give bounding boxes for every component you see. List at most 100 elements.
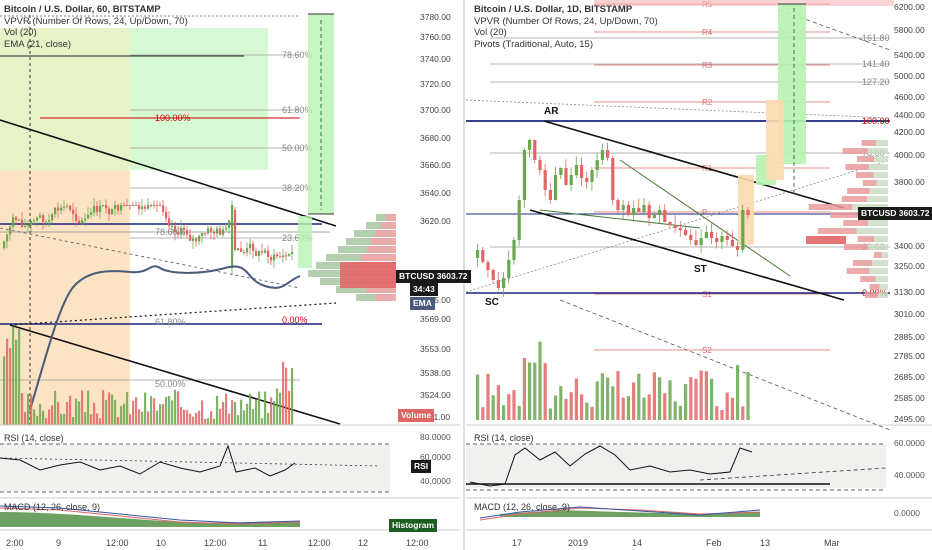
left-ema-line: [29, 265, 301, 411]
left-candle: [120, 205, 123, 211]
right-volume-bar: [590, 406, 594, 420]
left-volume-bar: [51, 405, 54, 425]
right-vpvr-bar: [830, 212, 862, 218]
right-volume-bar: [746, 371, 750, 420]
left-macd-signal: [0, 507, 301, 525]
right-volume-bar: [694, 378, 698, 420]
right-pattern-label: AR: [544, 106, 559, 117]
left-indicator-ema[interactable]: EMA (21, close): [4, 38, 72, 50]
left-candle: [183, 227, 186, 231]
left-volume-bar: [204, 418, 207, 425]
left-volume-bar: [90, 414, 93, 425]
right-chart-title[interactable]: Bitcoin / U.S. Dollar, 1D, BITSTAMP: [474, 4, 633, 15]
right-price-tick: 2585.00: [894, 393, 925, 403]
right-vpvr-bar: [841, 196, 868, 202]
right-vpvr-bar: [817, 228, 857, 234]
right-price-value: 3603.72: [898, 208, 930, 218]
right-vpvr-bar: [873, 172, 888, 178]
left-macd-title[interactable]: MACD (12, 26, close, 9): [4, 502, 101, 512]
left-volume-bar: [177, 391, 180, 425]
left-candle: [93, 205, 96, 213]
right-vpvr-bar: [852, 260, 873, 266]
left-volume-bar: [18, 329, 21, 425]
left-volume-bar: [147, 411, 150, 425]
left-fib-label: 50.00%: [282, 143, 313, 153]
left-candle: [108, 208, 111, 215]
right-time-tick: 17: [512, 538, 522, 548]
left-candle: [180, 227, 183, 235]
left-fib-label: 38.20%: [282, 183, 313, 193]
right-vpvr-bar: [846, 268, 870, 274]
right-candle: [486, 262, 490, 270]
right-vpvr-bar: [877, 292, 888, 298]
right-chart-legend: Bitcoin / U.S. Dollar, 1D, BITSTAMP VPVR…: [474, 4, 658, 50]
left-volume-bar: [141, 411, 144, 425]
left-candle: [33, 220, 36, 222]
left-candle: [144, 206, 147, 209]
left-candle: [156, 205, 159, 206]
right-vpvr-bar: [874, 236, 888, 242]
right-candle: [554, 175, 558, 200]
right-volume-bar: [512, 390, 516, 420]
left-volume-bar: [84, 412, 87, 425]
left-volume-bar: [60, 413, 63, 425]
left-volume-bar: [126, 391, 129, 425]
left-candle: [228, 220, 231, 228]
right-volume-bar: [600, 373, 604, 420]
right-rsi-line: [469, 445, 753, 487]
left-indicator-vol[interactable]: Vol (20): [4, 27, 37, 38]
left-vpvr-bar: [386, 214, 396, 221]
right-candle: [736, 246, 740, 250]
right-macd-title[interactable]: MACD (12, 26, close, 9): [474, 502, 571, 512]
left-candle: [195, 238, 198, 242]
left-rsi-title[interactable]: RSI (14, close): [4, 433, 64, 443]
left-candle: [234, 210, 237, 250]
right-price-tick: 5000.00: [894, 71, 925, 81]
right-indicator-pivots[interactable]: Pivots (Traditional, Auto, 15): [474, 38, 593, 50]
left-candle: [165, 211, 168, 219]
right-fib-label: 127.20: [862, 77, 890, 87]
left-candle: [201, 233, 204, 236]
left-candle: [150, 205, 153, 206]
left-price-tick: 3538.00: [420, 368, 451, 378]
left-volume-bar: [108, 392, 111, 425]
left-fib-label: 61.80%: [282, 105, 313, 115]
right-rsi-trend: [699, 467, 887, 481]
right-rsi-tick: 40.0000: [894, 470, 925, 480]
left-volume-bar: [3, 356, 6, 425]
left-volume-bar: [186, 410, 189, 425]
right-pattern-label: ST: [694, 264, 707, 275]
right-volume-bar: [621, 397, 625, 420]
left-candle: [141, 206, 144, 210]
right-lower-channel: [529, 209, 845, 301]
right-candle: [704, 232, 708, 238]
left-price-tick: 3700.00: [420, 105, 451, 115]
right-candle: [559, 168, 563, 175]
left-chart-title[interactable]: Bitcoin / U.S. Dollar, 60, BITSTAMP: [4, 4, 161, 15]
right-candle: [528, 140, 532, 150]
right-indicator-vol[interactable]: Vol (20): [474, 27, 507, 38]
right-candle: [491, 270, 495, 280]
left-candle: [246, 248, 249, 253]
right-vpvr-bar: [857, 236, 875, 242]
left-indicator-vpvr[interactable]: VPVR (Number Of Rows, 24, Up/Down, 70): [4, 15, 188, 27]
right-volume-bar: [652, 372, 656, 420]
right-volume-bar: [533, 362, 537, 420]
left-price-tick: 3660.00: [420, 160, 451, 170]
left-price-badge: BTCUSD 3603.72: [396, 270, 471, 283]
left-volume-bar: [156, 410, 159, 425]
right-fib-label: 161.80: [862, 33, 890, 43]
left-volume-bar: [234, 401, 237, 425]
right-volume-bar: [658, 377, 662, 420]
right-indicator-vpvr[interactable]: VPVR (Number Of Rows, 24, Up/Down, 70): [474, 15, 658, 27]
right-candle: [611, 158, 615, 200]
right-volume-bar: [543, 363, 547, 420]
left-fib-label: 100.00%: [155, 113, 191, 123]
right-price-tick: 2685.00: [894, 372, 925, 382]
right-rsi-title[interactable]: RSI (14, close): [474, 433, 534, 443]
left-candle: [84, 218, 87, 221]
left-volume-bar: [96, 413, 99, 425]
left-volume-bar: [123, 403, 126, 425]
left-candle: [147, 205, 150, 209]
